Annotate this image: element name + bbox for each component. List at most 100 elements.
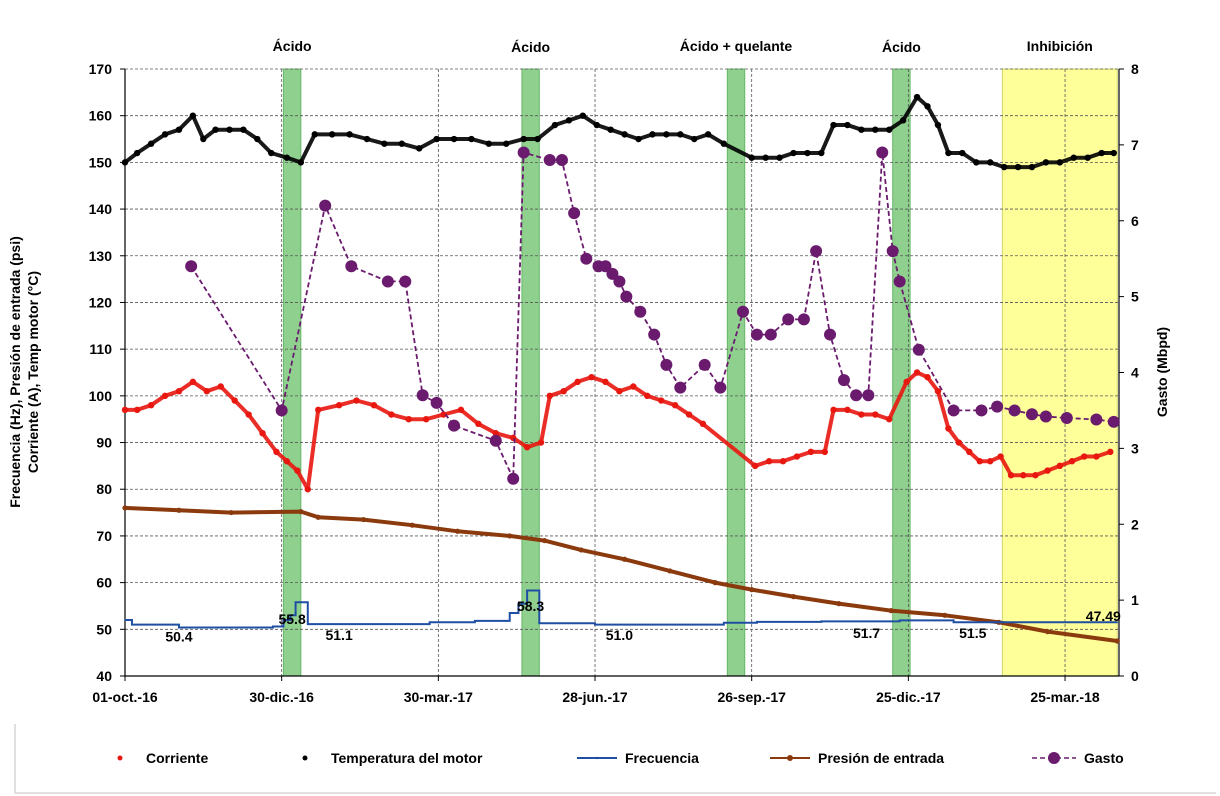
y-left-tick-label: 150: [89, 154, 113, 170]
legend: Corriente Temperatura del motor Frecuencia…: [117, 750, 1124, 766]
series-line: [190, 151, 1114, 480]
frequency-value-label: 51.1: [325, 627, 352, 643]
frequency-value-label: 51.7: [853, 625, 880, 641]
treatment-band: [521, 68, 540, 677]
data-point: [517, 602, 520, 605]
x-tick-label: 30-dic.-16: [249, 689, 314, 705]
data-point: [698, 358, 711, 371]
data-point: [1107, 415, 1120, 428]
x-tick-label: 01-oct.-16: [92, 689, 158, 705]
data-point: [876, 146, 889, 159]
y-left-tick-label: 50: [96, 621, 112, 637]
data-point: [381, 275, 394, 288]
data-point: [620, 290, 633, 303]
data-point: [298, 509, 304, 515]
series-trace: [125, 370, 1111, 492]
series-line: [124, 505, 1118, 643]
data-point: [124, 619, 126, 621]
legend-label: Frecuencia: [625, 750, 699, 766]
x-tick-label: 30-mar.-17: [404, 689, 473, 705]
y-left-tick-label: 100: [89, 388, 113, 404]
data-point: [764, 328, 777, 341]
data-point: [272, 625, 274, 628]
series-line: [125, 589, 1118, 629]
value-labels: 50.4 55.8 51.1 58.3 51.0 51.7 51.5 47.49: [165, 598, 1121, 644]
y-left-tick-label: 40: [96, 668, 112, 684]
data-point: [898, 619, 901, 622]
y-left-label-line1: Frecuencia (Hz), Presión de entrada (psi…: [7, 236, 23, 508]
y-left-tick-label: 160: [89, 108, 113, 124]
data-point: [541, 537, 548, 544]
data-point: [580, 252, 593, 265]
data-point: [178, 626, 180, 629]
data-point: [824, 328, 837, 341]
y-left-tick-label: 120: [89, 294, 113, 310]
treatment-bands: Ácido Ácido Ácido + quelante Ácido Inhibició…: [273, 38, 1118, 677]
y-left-tick-label: 70: [96, 528, 112, 544]
x-tick-label: 25-dic.-17: [876, 689, 941, 705]
legend-label: Temperatura del motor: [331, 750, 483, 766]
frequency-value-label: 58.3: [517, 598, 544, 614]
y-left-tick-label: 140: [89, 201, 113, 217]
frequency-value-label: 47.49: [1086, 608, 1121, 624]
y-right-tick-label: 0: [1131, 668, 1139, 684]
data-point: [507, 472, 520, 485]
data-point: [428, 621, 431, 624]
data-point: [416, 389, 429, 402]
data-point: [448, 419, 461, 432]
data-point: [454, 528, 461, 534]
data-point: [319, 199, 332, 212]
data-point: [1090, 413, 1103, 426]
treatment-band: [1001, 68, 1118, 677]
treatment-label: Ácido: [511, 39, 550, 55]
data-point: [1039, 410, 1052, 423]
x-tick-label: 25-mar.-18: [1030, 689, 1099, 705]
legend-label: Presión de entrada: [818, 750, 944, 766]
data-point: [756, 621, 758, 623]
data-point: [122, 505, 128, 511]
data-point: [810, 245, 823, 258]
data-point: [489, 434, 502, 447]
treatment-label: Inhibición: [1027, 38, 1093, 54]
data-point: [1045, 629, 1051, 635]
legend-item-corriente: Corriente: [117, 750, 208, 766]
data-point: [634, 305, 647, 318]
data-point: [538, 622, 541, 625]
y-left-tick-label: 90: [96, 435, 112, 451]
data-point: [790, 594, 797, 600]
data-point: [893, 275, 906, 288]
y-left-tick-label: 170: [89, 61, 113, 77]
data-point: [712, 580, 718, 586]
data-point: [176, 507, 182, 513]
data-point: [782, 313, 795, 326]
data-point: [750, 328, 763, 341]
data-point: [430, 396, 443, 409]
data-point: [578, 547, 584, 553]
frequency-value-label: 51.0: [606, 627, 633, 643]
data-point: [409, 522, 415, 528]
y-left-tick-label: 60: [96, 575, 112, 591]
data-point: [399, 275, 412, 288]
data-point: [836, 601, 842, 607]
data-point: [474, 620, 476, 622]
data-point: [185, 260, 198, 273]
data-point: [1114, 638, 1120, 644]
data-point: [315, 514, 321, 520]
y-right-tick-label: 4: [1131, 365, 1139, 381]
legend-swatch: [117, 755, 123, 761]
legend-item-presion-de-entrada: Presión de entrada: [770, 750, 944, 766]
data-point: [862, 389, 875, 402]
y-left-tick-label: 80: [96, 481, 112, 497]
series-frecuencia: [124, 589, 1119, 629]
axes: 40 50 60 70 80 90 100 110 120 130 140 150 160 170 0 1 2 3…: [89, 61, 1139, 705]
data-point: [613, 275, 626, 288]
data-point: [736, 305, 749, 318]
data-point: [289, 614, 292, 617]
data-point: [749, 587, 755, 593]
data-point: [991, 400, 1004, 413]
data-point: [1008, 404, 1021, 417]
data-point: [1116, 621, 1119, 624]
y-right-label: Gasto (Mbpd): [1154, 327, 1170, 417]
legend-swatch-marker: [1048, 752, 1060, 764]
series-temperatura-del-motor: [121, 93, 1117, 171]
